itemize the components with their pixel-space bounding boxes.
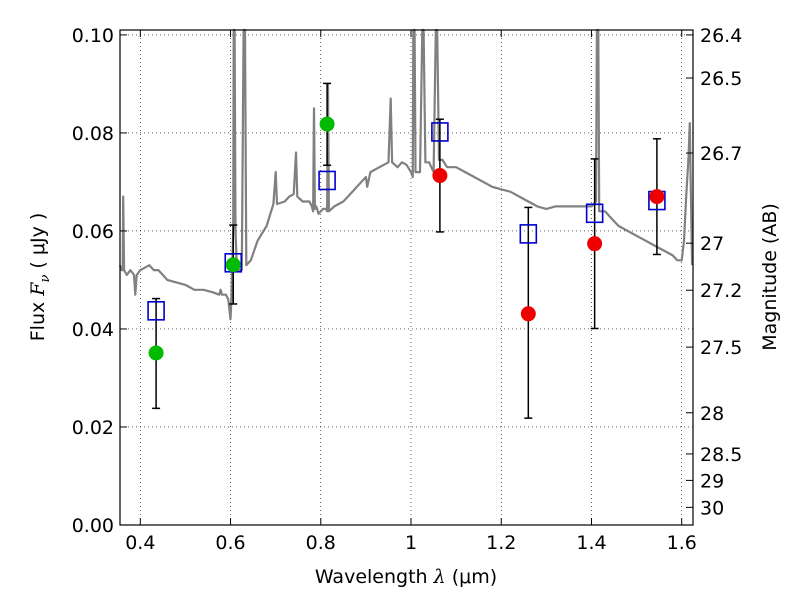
- y-tick-label: 0.02: [72, 417, 114, 439]
- filled-circle-marker: [148, 345, 164, 361]
- model-spectrum-layer: [118, 28, 694, 321]
- y-tick-label: 0.06: [72, 221, 114, 243]
- x-tick-label: 0.8: [306, 532, 336, 554]
- x-tick-label: 1: [405, 532, 417, 554]
- x-tick-label: 1.4: [576, 532, 606, 554]
- y2-axis-label: Magnitude (AB): [759, 203, 781, 351]
- y2-tick-label: 28: [700, 403, 724, 425]
- filled-circle-marker: [587, 236, 603, 252]
- x-axis-label: Wavelength λ (μm): [315, 566, 497, 588]
- y2-tick-label: 29: [700, 470, 724, 492]
- x-tick-label: 0.6: [215, 532, 245, 554]
- open-square-marker: [147, 301, 165, 321]
- y-tick-label: 0.08: [72, 123, 114, 145]
- plot-background: [120, 30, 693, 525]
- y2-tick-label: 26.4: [700, 25, 742, 47]
- filled-circle-marker: [319, 116, 335, 132]
- grid: [120, 30, 693, 526]
- filled-circle-marker: [520, 306, 536, 322]
- filled-circle-marker: [432, 168, 448, 184]
- x-tick-label: 0.4: [125, 532, 155, 554]
- y2-tick-label: 27: [700, 233, 724, 255]
- plot-frame: [119, 29, 694, 526]
- open-square-marker: [431, 122, 449, 142]
- y2-tick-label: 27.2: [700, 280, 742, 302]
- y2-tick-label: 26.5: [700, 68, 742, 90]
- open-square-marker: [318, 170, 336, 191]
- y-tick-label: 0.10: [72, 25, 114, 47]
- open-square-marker: [519, 224, 538, 244]
- x-tick-label: 1.6: [667, 532, 697, 554]
- y-axis-label: Flux Fν ( μJy ): [27, 213, 53, 342]
- marker-layer: [147, 116, 666, 361]
- y2-tick-label: 27.5: [700, 337, 742, 359]
- model-spectrum-line: [118, 28, 694, 321]
- y2-tick-label: 30: [700, 497, 724, 519]
- filled-circle-marker: [649, 189, 665, 205]
- ticks-layer: 0.4 0.6 0.8 1 1.2 1.4 1.6 0.00 0.02 0.04 0.06 0.08 0…: [72, 25, 743, 554]
- y2-tick-label: 28.5: [700, 444, 742, 466]
- y2-tick-label: 26.7: [700, 143, 742, 165]
- y-tick-label: 0.00: [72, 515, 114, 537]
- x-tick-label: 1.2: [486, 532, 516, 554]
- y-tick-label: 0.04: [72, 319, 114, 341]
- open-square-marker: [585, 203, 604, 224]
- filled-circle-marker: [225, 257, 241, 273]
